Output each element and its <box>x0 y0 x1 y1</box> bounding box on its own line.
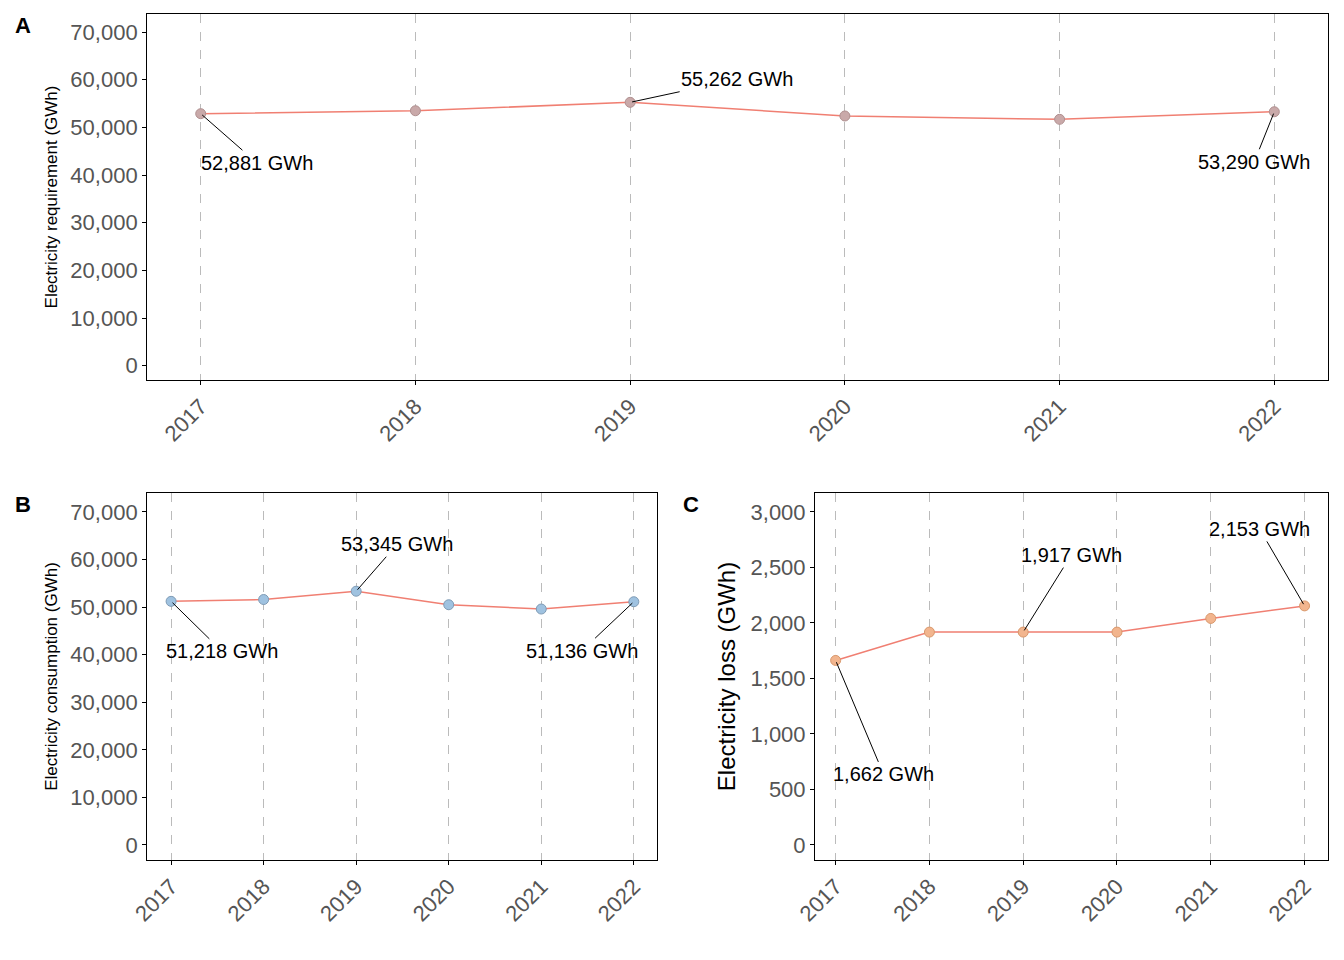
svg-text:30,000: 30,000 <box>70 210 137 235</box>
svg-text:53,345 GWh: 53,345 GWh <box>341 533 453 555</box>
svg-text:1,500: 1,500 <box>751 666 806 691</box>
svg-text:2,153 GWh: 2,153 GWh <box>1209 518 1310 540</box>
svg-text:2020: 2020 <box>1076 874 1128 926</box>
svg-text:2019: 2019 <box>315 874 367 926</box>
svg-text:0: 0 <box>125 833 137 858</box>
svg-text:2021: 2021 <box>500 874 552 926</box>
svg-text:50,000: 50,000 <box>70 595 137 620</box>
svg-text:51,218 GWh: 51,218 GWh <box>166 640 278 662</box>
svg-text:50,000: 50,000 <box>70 115 137 140</box>
svg-text:2022: 2022 <box>1264 874 1316 926</box>
svg-text:2021: 2021 <box>1170 874 1222 926</box>
svg-text:1,917 GWh: 1,917 GWh <box>1021 544 1122 566</box>
svg-text:0: 0 <box>793 833 805 858</box>
svg-text:2017: 2017 <box>130 874 182 926</box>
svg-text:3,000: 3,000 <box>751 500 806 525</box>
svg-text:A: A <box>15 13 31 38</box>
svg-text:70,000: 70,000 <box>70 20 137 45</box>
svg-text:30,000: 30,000 <box>70 690 137 715</box>
svg-text:2017: 2017 <box>795 874 847 926</box>
svg-text:20,000: 20,000 <box>70 258 137 283</box>
svg-text:2021: 2021 <box>1019 394 1071 446</box>
svg-text:500: 500 <box>769 777 806 802</box>
svg-text:C: C <box>683 492 699 517</box>
svg-text:2022: 2022 <box>593 874 645 926</box>
svg-text:10,000: 10,000 <box>70 306 137 331</box>
svg-text:2,500: 2,500 <box>751 555 806 580</box>
svg-text:1,000: 1,000 <box>751 722 806 747</box>
svg-text:20,000: 20,000 <box>70 738 137 763</box>
svg-text:2018: 2018 <box>888 874 940 926</box>
svg-text:Electricity requirement (GWh): Electricity requirement (GWh) <box>42 86 61 309</box>
svg-text:55,262 GWh: 55,262 GWh <box>681 68 793 90</box>
svg-text:2018: 2018 <box>223 874 275 926</box>
svg-text:40,000: 40,000 <box>70 642 137 667</box>
svg-text:Electricity loss (GWh): Electricity loss (GWh) <box>713 562 740 791</box>
svg-text:2019: 2019 <box>982 874 1034 926</box>
svg-text:70,000: 70,000 <box>70 500 137 525</box>
svg-text:60,000: 60,000 <box>70 67 137 92</box>
svg-text:2018: 2018 <box>374 394 426 446</box>
svg-text:2020: 2020 <box>804 394 856 446</box>
svg-text:0: 0 <box>125 353 137 378</box>
svg-text:40,000: 40,000 <box>70 163 137 188</box>
svg-text:Electricity consumption (GWh): Electricity consumption (GWh) <box>42 562 61 791</box>
svg-text:2017: 2017 <box>160 394 212 446</box>
svg-text:2,000: 2,000 <box>751 611 806 636</box>
svg-text:2019: 2019 <box>589 394 641 446</box>
svg-text:2022: 2022 <box>1233 394 1285 446</box>
svg-text:1,662 GWh: 1,662 GWh <box>833 763 934 785</box>
svg-text:60,000: 60,000 <box>70 547 137 572</box>
svg-text:53,290 GWh: 53,290 GWh <box>1198 151 1310 173</box>
svg-text:10,000: 10,000 <box>70 785 137 810</box>
svg-text:B: B <box>15 492 31 517</box>
svg-text:52,881 GWh: 52,881 GWh <box>201 152 313 174</box>
svg-text:2020: 2020 <box>408 874 460 926</box>
svg-text:51,136 GWh: 51,136 GWh <box>526 640 638 662</box>
